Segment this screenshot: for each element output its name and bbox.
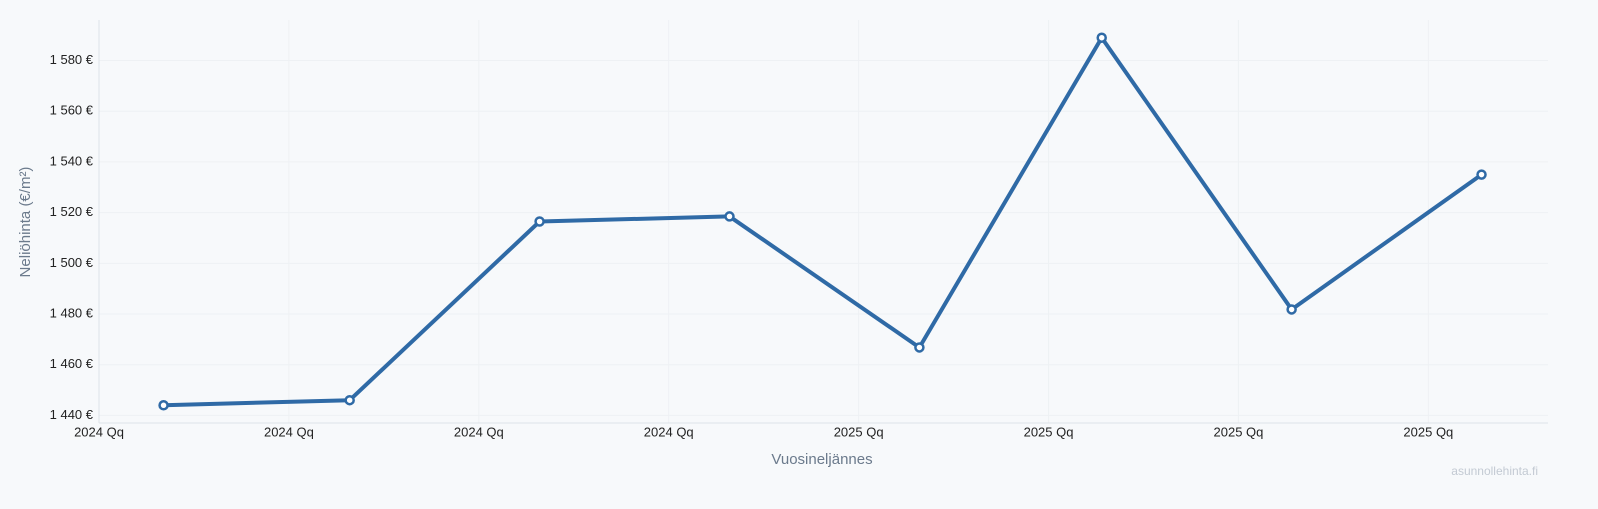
x-tick-label: 2024 Qq	[74, 424, 124, 439]
y-tick-label: 1 520 €	[50, 204, 94, 219]
y-tick-label: 1 460 €	[50, 356, 94, 371]
point	[1286, 304, 1297, 315]
y-tick-label: 1 440 €	[50, 407, 94, 422]
point	[724, 211, 735, 222]
y-tick-label: 1 560 €	[50, 103, 94, 118]
x-tick-label: 2025 Qq	[834, 424, 884, 439]
y-tick-label: 1 500 €	[50, 255, 94, 270]
point	[1096, 32, 1107, 43]
y-tick-label: 1 480 €	[50, 305, 94, 320]
point	[914, 342, 925, 353]
point	[534, 216, 545, 227]
point	[158, 400, 169, 411]
x-tick-label: 2025 Qq	[1214, 424, 1264, 439]
x-tick-label: 2024 Qq	[644, 424, 694, 439]
line	[163, 35, 1483, 408]
point	[1476, 169, 1487, 180]
y-tick-label: 1 580 €	[50, 52, 94, 67]
x-tick-label: 2024 Qq	[264, 424, 314, 439]
x-axis-title: Vuosineljännes	[771, 451, 872, 468]
watermark: asunnollehinta.fi	[1451, 464, 1538, 478]
x-tick-label: 2025 Qq	[1024, 424, 1074, 439]
x-tick-label: 2024 Qq	[454, 424, 504, 439]
y-axis-title: Neliöhinta (€/m²)	[17, 167, 34, 278]
point	[344, 394, 355, 406]
x-tick-label: 2025 Qq	[1403, 424, 1453, 439]
y-tick-label: 1 540 €	[50, 153, 94, 168]
